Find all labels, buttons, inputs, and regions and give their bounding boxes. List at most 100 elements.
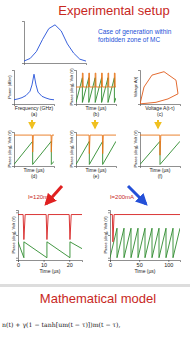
tick-label: 10: [41, 262, 47, 268]
axis-line: [16, 211, 19, 261]
x-axis-title: Time (µs): [39, 268, 60, 274]
tick-mark: [108, 235, 110, 236]
current-label: I=200mA: [110, 194, 134, 200]
axis-line: [12, 133, 15, 167]
series-line: [76, 73, 116, 87]
series-line: [140, 135, 180, 155]
tick-mark: [108, 212, 110, 213]
tick-mark: [16, 212, 18, 213]
tick: [108, 258, 110, 259]
axis-line: [74, 71, 77, 105]
plot-area: [76, 135, 116, 164]
y-axis-title: Phase (deg), Volt (V): [103, 216, 108, 254]
arrow: [46, 186, 62, 204]
y-axis-title: Phase (deg), Volt (V): [7, 130, 12, 168]
y-axis-title: Phase (deg), Volt (V): [11, 216, 16, 254]
panel-label: (d): [31, 173, 37, 179]
tick: 50: [137, 260, 143, 268]
panel-label: (b): [93, 111, 99, 117]
y-axis-title: Phase (deg), Volt (V): [133, 130, 138, 168]
note: Case of generation withinforbidden zone …: [98, 28, 172, 43]
y-axis-title: Voltage A(t): [133, 76, 138, 97]
series-line: [14, 141, 54, 164]
panel-label: (a): [31, 111, 37, 117]
series-line: [14, 135, 54, 152]
series-line: [110, 215, 180, 242]
y-axis: [12, 133, 15, 167]
panel-label: (f): [158, 173, 163, 179]
panel-label: (c): [157, 111, 163, 117]
y-axis-title: Phase (deg), Volt (V): [69, 130, 74, 168]
axis-line: [22, 22, 25, 64]
chart: 0 10 20 Time (µs) Phase (deg), Volt (V): [11, 211, 83, 275]
axis-line: [108, 211, 111, 261]
tick-mark: [108, 258, 110, 259]
panel-label: (e): [93, 173, 99, 179]
series-line: [140, 72, 178, 104]
tick: 100: [164, 260, 173, 268]
axis-line: [138, 133, 141, 167]
chart: Time (µs)Phase (deg), Volt (V)(d): [7, 130, 55, 179]
chart: [22, 22, 87, 66]
tick-label: 100: [164, 262, 173, 268]
series-line: [24, 25, 86, 61]
y-axis: [138, 133, 141, 167]
y-axis: [22, 22, 25, 64]
chart: Time (µs)Phase (deg), Volt (V)(b): [69, 68, 117, 117]
plot-area: [110, 215, 180, 258]
axis-line: [19, 261, 83, 263]
arrow: [157, 120, 159, 128]
x-axis: [25, 64, 87, 66]
plot-area: [140, 135, 180, 164]
tick-mark: [16, 235, 18, 236]
series-line: [18, 215, 82, 240]
plot-area: [14, 74, 54, 100]
y-axis: [108, 211, 111, 261]
chart: Frequency (GHz)Power (dBm)(a): [7, 71, 55, 118]
heading: Experimental setup: [58, 3, 169, 18]
plot-area: [24, 25, 86, 61]
y-axis: [138, 71, 141, 105]
series-line: [110, 228, 180, 258]
tick: [16, 212, 18, 213]
x-axis-title: Time (µs): [134, 268, 155, 274]
series-line: [14, 74, 54, 100]
separator: [0, 284, 190, 287]
arrow: [94, 120, 96, 128]
poster: Experimental setup Mathematical model Case…: [0, 0, 190, 338]
tick: 0: [17, 260, 20, 268]
y-axis: [16, 211, 19, 261]
formula: n(t) + γ(1 − tanh[um(t − τ)])m(t − τ),: [2, 321, 120, 329]
tick-label: 20: [67, 262, 73, 268]
tick: 10: [41, 260, 47, 268]
series-line: [76, 141, 116, 164]
plot-area: [18, 215, 82, 258]
plot-area: [140, 72, 178, 104]
tick: 0: [109, 260, 112, 268]
axis-line: [138, 71, 141, 105]
y-axis: [74, 133, 77, 167]
plot-area: [14, 135, 54, 164]
tick: [16, 258, 18, 259]
tick-label: 0: [17, 262, 20, 268]
chart: 0 50 100 Time (µs) Phase (deg), Volt (V): [103, 211, 181, 275]
chart: Voltage A(t-τ)Voltage A(t)(c): [133, 71, 181, 118]
y-axis-title: Phase (deg), Volt (V): [69, 68, 74, 106]
arrow: [128, 186, 146, 204]
tick-label: 0: [109, 262, 112, 268]
tick: [108, 212, 110, 213]
chart: Time (µs)Phase (deg), Volt (V)(e): [69, 130, 117, 179]
tick: [16, 235, 18, 236]
axis-line: [25, 64, 87, 66]
chart: Time (µs)Phase (deg), Volt (V)(f): [133, 130, 181, 179]
series-line: [18, 242, 82, 258]
y-axis: [74, 71, 77, 105]
y-axis-title: Power (dBm): [7, 75, 12, 99]
heading: Mathematical model: [40, 291, 156, 306]
x-axis: 0 50 100: [109, 260, 181, 268]
arrow: [31, 120, 33, 128]
tick-label: 50: [137, 262, 143, 268]
plot-area: [76, 73, 116, 102]
tick-mark: [16, 258, 18, 259]
x-axis: 0 10 20: [17, 260, 83, 268]
